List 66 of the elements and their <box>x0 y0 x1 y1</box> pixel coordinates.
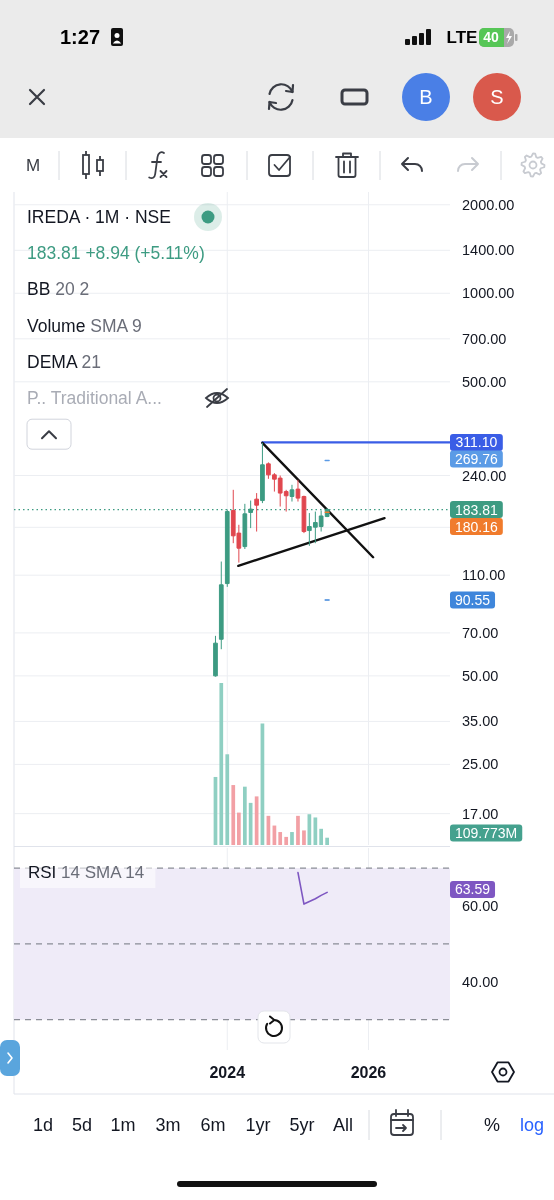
x-tick-label: 2026 <box>350 1063 387 1081</box>
text: LTE <box>446 27 478 47</box>
candlestick <box>260 442 265 504</box>
text: 5d <box>71 1115 93 1135</box>
candlestick <box>289 484 295 503</box>
bar <box>325 837 329 845</box>
text: 63.59 <box>454 881 491 898</box>
y-tick-label: 240.00 <box>462 467 507 484</box>
text: 1d <box>32 1115 54 1135</box>
y-tick-label: 70.00 <box>462 624 499 641</box>
y-tick-label: 700.00 <box>462 330 507 347</box>
text: 40 <box>483 29 499 45</box>
y-tick-label: 2000.00 <box>462 196 515 213</box>
bar <box>296 815 300 845</box>
bar <box>225 754 230 845</box>
bar <box>237 812 241 845</box>
bar <box>302 830 306 845</box>
ref-line-label: 183.81 <box>454 501 499 518</box>
bar <box>219 683 224 845</box>
text: 109.773M <box>454 825 518 841</box>
text: RSI 14 SMA 14 <box>28 862 145 882</box>
text: 269.76 <box>454 451 499 468</box>
data-label: 311.10 <box>455 434 498 451</box>
annotation: Volume SMA 9 <box>27 315 142 336</box>
annotation: P.. Traditional A... <box>27 388 162 408</box>
text: % <box>483 1115 501 1135</box>
y-tick-label: 60.00 <box>462 897 499 914</box>
line-series <box>297 871 328 905</box>
text: 5yr <box>289 1115 315 1135</box>
bar <box>242 786 247 845</box>
y-tick-label: 25.00 <box>462 756 499 773</box>
bar <box>319 828 324 845</box>
text: S <box>490 86 504 108</box>
text: 6m <box>200 1115 226 1135</box>
y-tick-label: 50.00 <box>462 667 499 684</box>
y-tick-label: 1000.00 <box>462 285 515 302</box>
text: 3m <box>155 1115 181 1135</box>
bar <box>278 832 283 845</box>
text: 1:27 <box>59 26 101 48</box>
y-tick-label: 35.00 <box>462 713 499 730</box>
candlestick <box>242 503 248 550</box>
text: M <box>26 155 41 175</box>
text: 90.55 <box>454 592 491 609</box>
text: 1m <box>110 1115 136 1135</box>
candlestick <box>218 561 224 650</box>
annotation: DEMA 21 <box>27 351 101 372</box>
bar <box>231 785 236 845</box>
bar <box>290 832 294 845</box>
candlestick <box>213 635 218 678</box>
text: 1yr <box>245 1115 271 1135</box>
y-tick-label: 40.00 <box>462 973 499 990</box>
x-tick-label: 2024 <box>209 1063 246 1081</box>
bar <box>284 836 289 845</box>
text: All <box>332 1115 354 1135</box>
text: 183.81 +8.94 (+5.11%) <box>27 243 205 264</box>
bar <box>313 817 318 845</box>
text: B <box>419 86 433 108</box>
candlestick <box>254 492 259 533</box>
y-tick-label: 17.00 <box>462 805 499 822</box>
text: 180.16 <box>454 518 499 535</box>
text: IREDA · 1M · NSE <box>27 207 171 227</box>
text: log <box>519 1115 545 1135</box>
y-tick-label: 1400.00 <box>462 242 515 259</box>
y-tick-label: 500.00 <box>462 373 507 390</box>
annotation: BB 20 2 <box>27 279 90 300</box>
y-tick-label: 110.00 <box>462 567 506 584</box>
